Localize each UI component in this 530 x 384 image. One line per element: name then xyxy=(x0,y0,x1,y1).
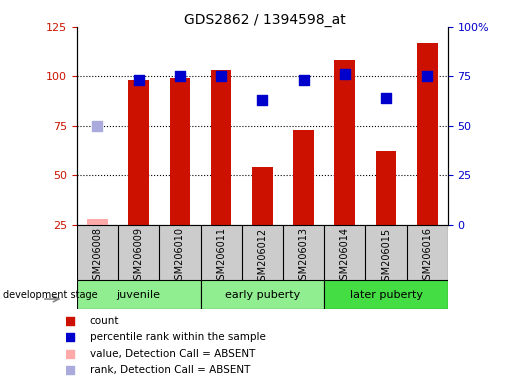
Bar xyxy=(334,61,355,225)
Point xyxy=(258,97,267,103)
Text: development stage: development stage xyxy=(3,290,98,300)
Point xyxy=(66,351,75,357)
Text: GSM206009: GSM206009 xyxy=(134,227,144,286)
Bar xyxy=(324,280,448,309)
Point xyxy=(66,318,75,324)
Text: later puberty: later puberty xyxy=(349,290,422,300)
Point xyxy=(341,71,349,78)
Text: percentile rank within the sample: percentile rank within the sample xyxy=(90,333,266,343)
Bar xyxy=(293,130,314,225)
Bar xyxy=(252,167,272,225)
Text: early puberty: early puberty xyxy=(225,290,300,300)
Point xyxy=(423,73,431,79)
Text: GSM206008: GSM206008 xyxy=(92,227,102,286)
Text: GDS2862 / 1394598_at: GDS2862 / 1394598_at xyxy=(184,13,346,27)
Bar xyxy=(200,280,324,309)
Text: GSM206015: GSM206015 xyxy=(381,227,391,286)
Point xyxy=(66,367,75,373)
Point xyxy=(135,77,143,83)
Bar xyxy=(87,219,108,225)
Text: GSM206014: GSM206014 xyxy=(340,227,350,286)
Text: juvenile: juvenile xyxy=(117,290,161,300)
Bar xyxy=(77,280,200,309)
Bar xyxy=(376,151,396,225)
Text: GSM206011: GSM206011 xyxy=(216,227,226,286)
Bar xyxy=(211,70,232,225)
Text: GSM206013: GSM206013 xyxy=(298,227,308,286)
Point xyxy=(382,95,390,101)
Text: rank, Detection Call = ABSENT: rank, Detection Call = ABSENT xyxy=(90,365,250,375)
Point xyxy=(299,77,308,83)
Text: GSM206010: GSM206010 xyxy=(175,227,185,286)
Bar xyxy=(417,43,438,225)
Point xyxy=(217,73,225,79)
Bar xyxy=(170,78,190,225)
Point xyxy=(66,334,75,341)
Text: value, Detection Call = ABSENT: value, Detection Call = ABSENT xyxy=(90,349,255,359)
Text: count: count xyxy=(90,316,119,326)
Point xyxy=(93,123,102,129)
Text: GSM206016: GSM206016 xyxy=(422,227,432,286)
Bar xyxy=(128,80,149,225)
Point xyxy=(175,73,184,79)
Text: GSM206012: GSM206012 xyxy=(258,227,267,286)
